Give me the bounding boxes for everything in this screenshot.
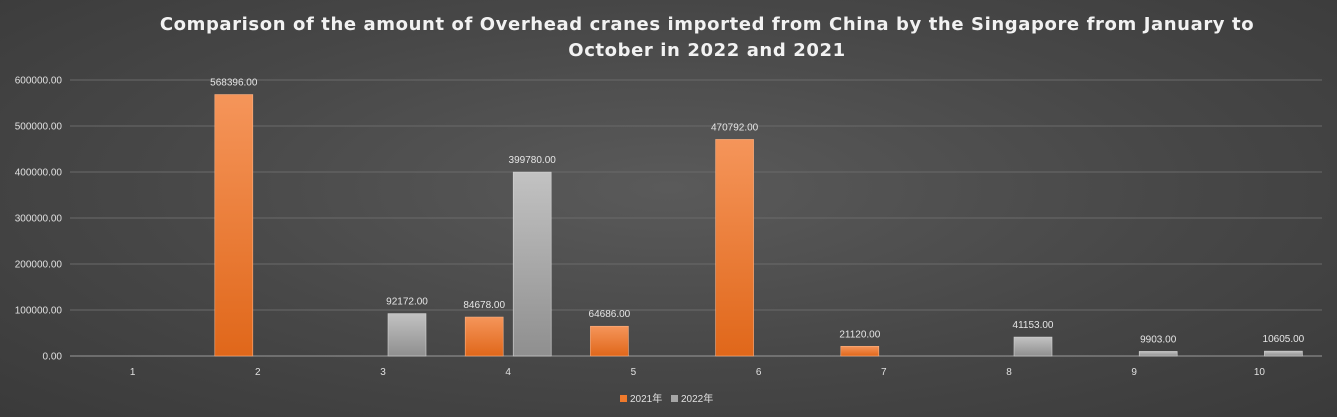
x-tick-label: 4 [505,367,511,378]
x-tick-label: 1 [130,367,136,378]
gridlines [70,79,1322,357]
data-label: 399780.00 [509,155,557,166]
x-tick-label: 7 [881,367,887,378]
y-tick-label: 300000.00 [15,214,63,225]
data-label: 470792.00 [711,122,759,133]
bar [1264,350,1303,357]
bar [214,94,254,357]
x-tick-label: 6 [756,367,762,378]
data-label: 64686.00 [589,309,631,320]
bar [840,345,880,357]
y-tick-label: 200000.00 [15,260,63,271]
data-label: 92172.00 [386,297,428,308]
x-tick-label: 5 [631,367,637,378]
legend-label-2021: 2021年 [630,392,662,405]
x-tick-label: 8 [1006,367,1012,378]
data-label: 10605.00 [1263,334,1305,345]
data-label: 84678.00 [463,300,505,311]
data-labels: 568396.00 92172.00 84678.00 399780.00 64686.… [210,78,1305,346]
x-axis: 1 2 3 4 5 6 7 8 9 10 [130,367,1266,378]
bar [1013,336,1053,357]
data-label: 21120.00 [839,329,880,340]
legend-label-2022: 2022年 [681,392,713,405]
bar [512,171,552,357]
legend: 2021年 2022年 [620,392,713,405]
data-label: 41153.00 [1013,320,1054,331]
bar [387,313,427,357]
y-tick-label: 100000.00 [15,306,63,317]
y-tick-label: 0.00 [43,352,63,363]
y-tick-label: 500000.00 [15,122,63,133]
bar [464,316,504,357]
x-tick-label: 2 [255,367,261,378]
x-tick-label: 3 [380,367,386,378]
legend-swatch-2021 [620,395,627,402]
data-label: 9903.00 [1140,334,1177,345]
legend-swatch-2022 [671,395,678,402]
bar [590,325,629,357]
chart-title-line-2: October in 2022 and 2021 [568,40,845,61]
bar [1138,351,1178,357]
chart-title-line-1: Comparison of the amount of Overhead cra… [160,14,1254,35]
data-label: 568396.00 [210,78,258,89]
y-axis: 0.00 100000.00 200000.00 300000.00 400000.00… [15,76,63,363]
x-tick-label: 9 [1131,367,1137,378]
y-tick-label: 400000.00 [15,168,63,179]
chart-title: Comparison of the amount of Overhead cra… [160,14,1254,61]
x-tick-label: 10 [1254,367,1266,378]
bars [214,94,1303,357]
bar [715,139,754,357]
y-tick-label: 600000.00 [15,76,63,87]
